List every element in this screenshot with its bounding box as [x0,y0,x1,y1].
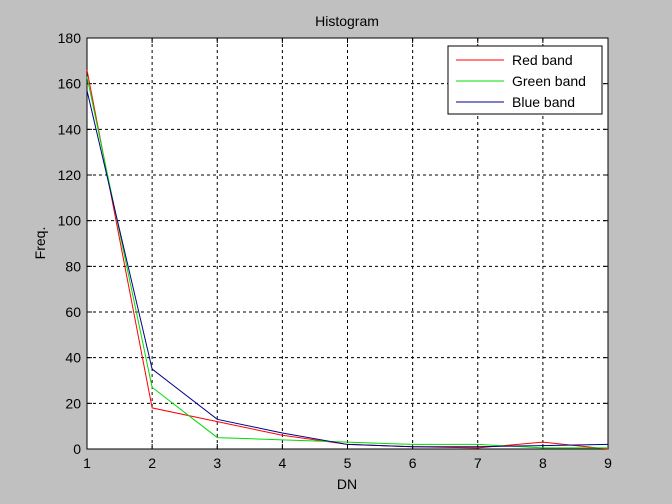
x-tick-label: 2 [148,455,156,471]
x-axis-title: DN [337,476,357,492]
y-tick-labels: 0 20 40 60 80 100 120 140 160 180 [58,30,82,457]
y-tick-label: 60 [65,304,81,320]
legend-box [447,45,603,115]
x-tick-label: 8 [539,455,547,471]
series-lines [86,69,609,450]
y-tick-label: 20 [65,395,81,411]
legend: Red band Green band Blue band [447,45,603,115]
x-tick-label: 5 [344,455,352,471]
x-tick-label: 6 [409,455,417,471]
x-tick-label: 9 [604,455,612,471]
x-tick-label: 1 [83,455,91,471]
y-tick-label: 180 [58,30,82,46]
y-tick-label: 80 [65,258,81,274]
plot-frame [86,37,609,450]
series-line-blue-band [86,90,609,448]
y-tick-label: 100 [58,213,82,229]
legend-label-blue: Blue band [512,94,575,110]
x-tick-labels: 1 2 3 4 5 6 7 8 9 [83,455,612,471]
x-tick-label: 4 [278,455,286,471]
legend-label-red: Red band [512,52,573,68]
series-line-green-band [86,76,608,449]
y-tick-label: 160 [58,76,82,92]
x-tick-label: 7 [474,455,482,471]
legend-label-green: Green band [512,73,586,89]
y-axis-title: Freq. [32,227,48,260]
y-tick-label: 40 [65,350,81,366]
chart-title: Histogram [315,13,379,29]
y-tick-label: 120 [58,167,82,183]
x-tick-label: 3 [213,455,221,471]
y-tick-label: 140 [58,121,82,137]
y-tick-label: 0 [73,441,81,457]
